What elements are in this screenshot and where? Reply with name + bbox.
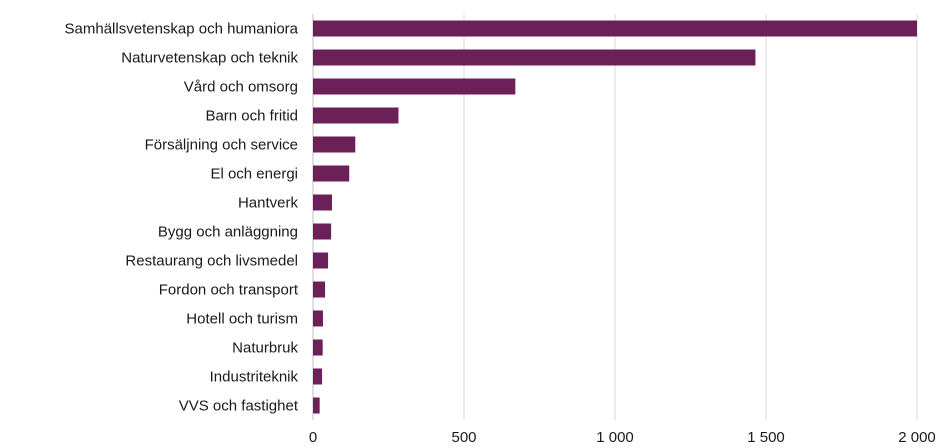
bar: [313, 368, 323, 385]
bar: [313, 78, 516, 95]
category-label: Naturvetenskap och teknik: [121, 50, 298, 67]
bar: [313, 107, 399, 124]
category-label: Barn och fritid: [205, 108, 298, 125]
bar: [313, 252, 329, 269]
category-label: Hantverk: [238, 195, 299, 212]
x-tick-label: 1 500: [747, 429, 785, 446]
bar: [313, 194, 333, 211]
bar: [313, 49, 756, 66]
bar: [313, 223, 332, 240]
bar: [313, 136, 356, 153]
category-label: Samhällsvetenskap och humaniora: [65, 21, 299, 38]
bar: [313, 339, 323, 356]
x-tick-label: 500: [451, 429, 476, 446]
category-label: Fordon och transport: [159, 282, 299, 299]
category-label: Restaurang och livsmedel: [125, 253, 298, 270]
category-label: Hotell och turism: [186, 311, 298, 328]
bar: [313, 397, 320, 414]
bar: [313, 310, 323, 327]
category-labels: Samhällsvetenskap och humaniora Naturvete…: [65, 21, 299, 415]
x-tick-label: 1 000: [596, 429, 634, 446]
bar: [313, 20, 917, 37]
category-label: Vård och omsorg: [184, 79, 298, 96]
x-tick-label: 0: [309, 429, 317, 446]
x-tick-label: 2 000: [898, 429, 936, 446]
bar: [313, 281, 326, 298]
category-label: Industriteknik: [210, 369, 299, 386]
category-label: El och energi: [210, 166, 298, 183]
category-label: VVS och fastighet: [179, 398, 299, 415]
category-label: Naturbruk: [232, 340, 298, 357]
gridlines: [312, 14, 918, 420]
bar: [313, 165, 350, 182]
x-tick-labels: 0 500 1 000 1 500 2 000: [309, 429, 936, 446]
category-label: Försäljning och service: [145, 137, 298, 154]
category-label: Bygg och anläggning: [158, 224, 298, 241]
bars: [313, 20, 917, 414]
